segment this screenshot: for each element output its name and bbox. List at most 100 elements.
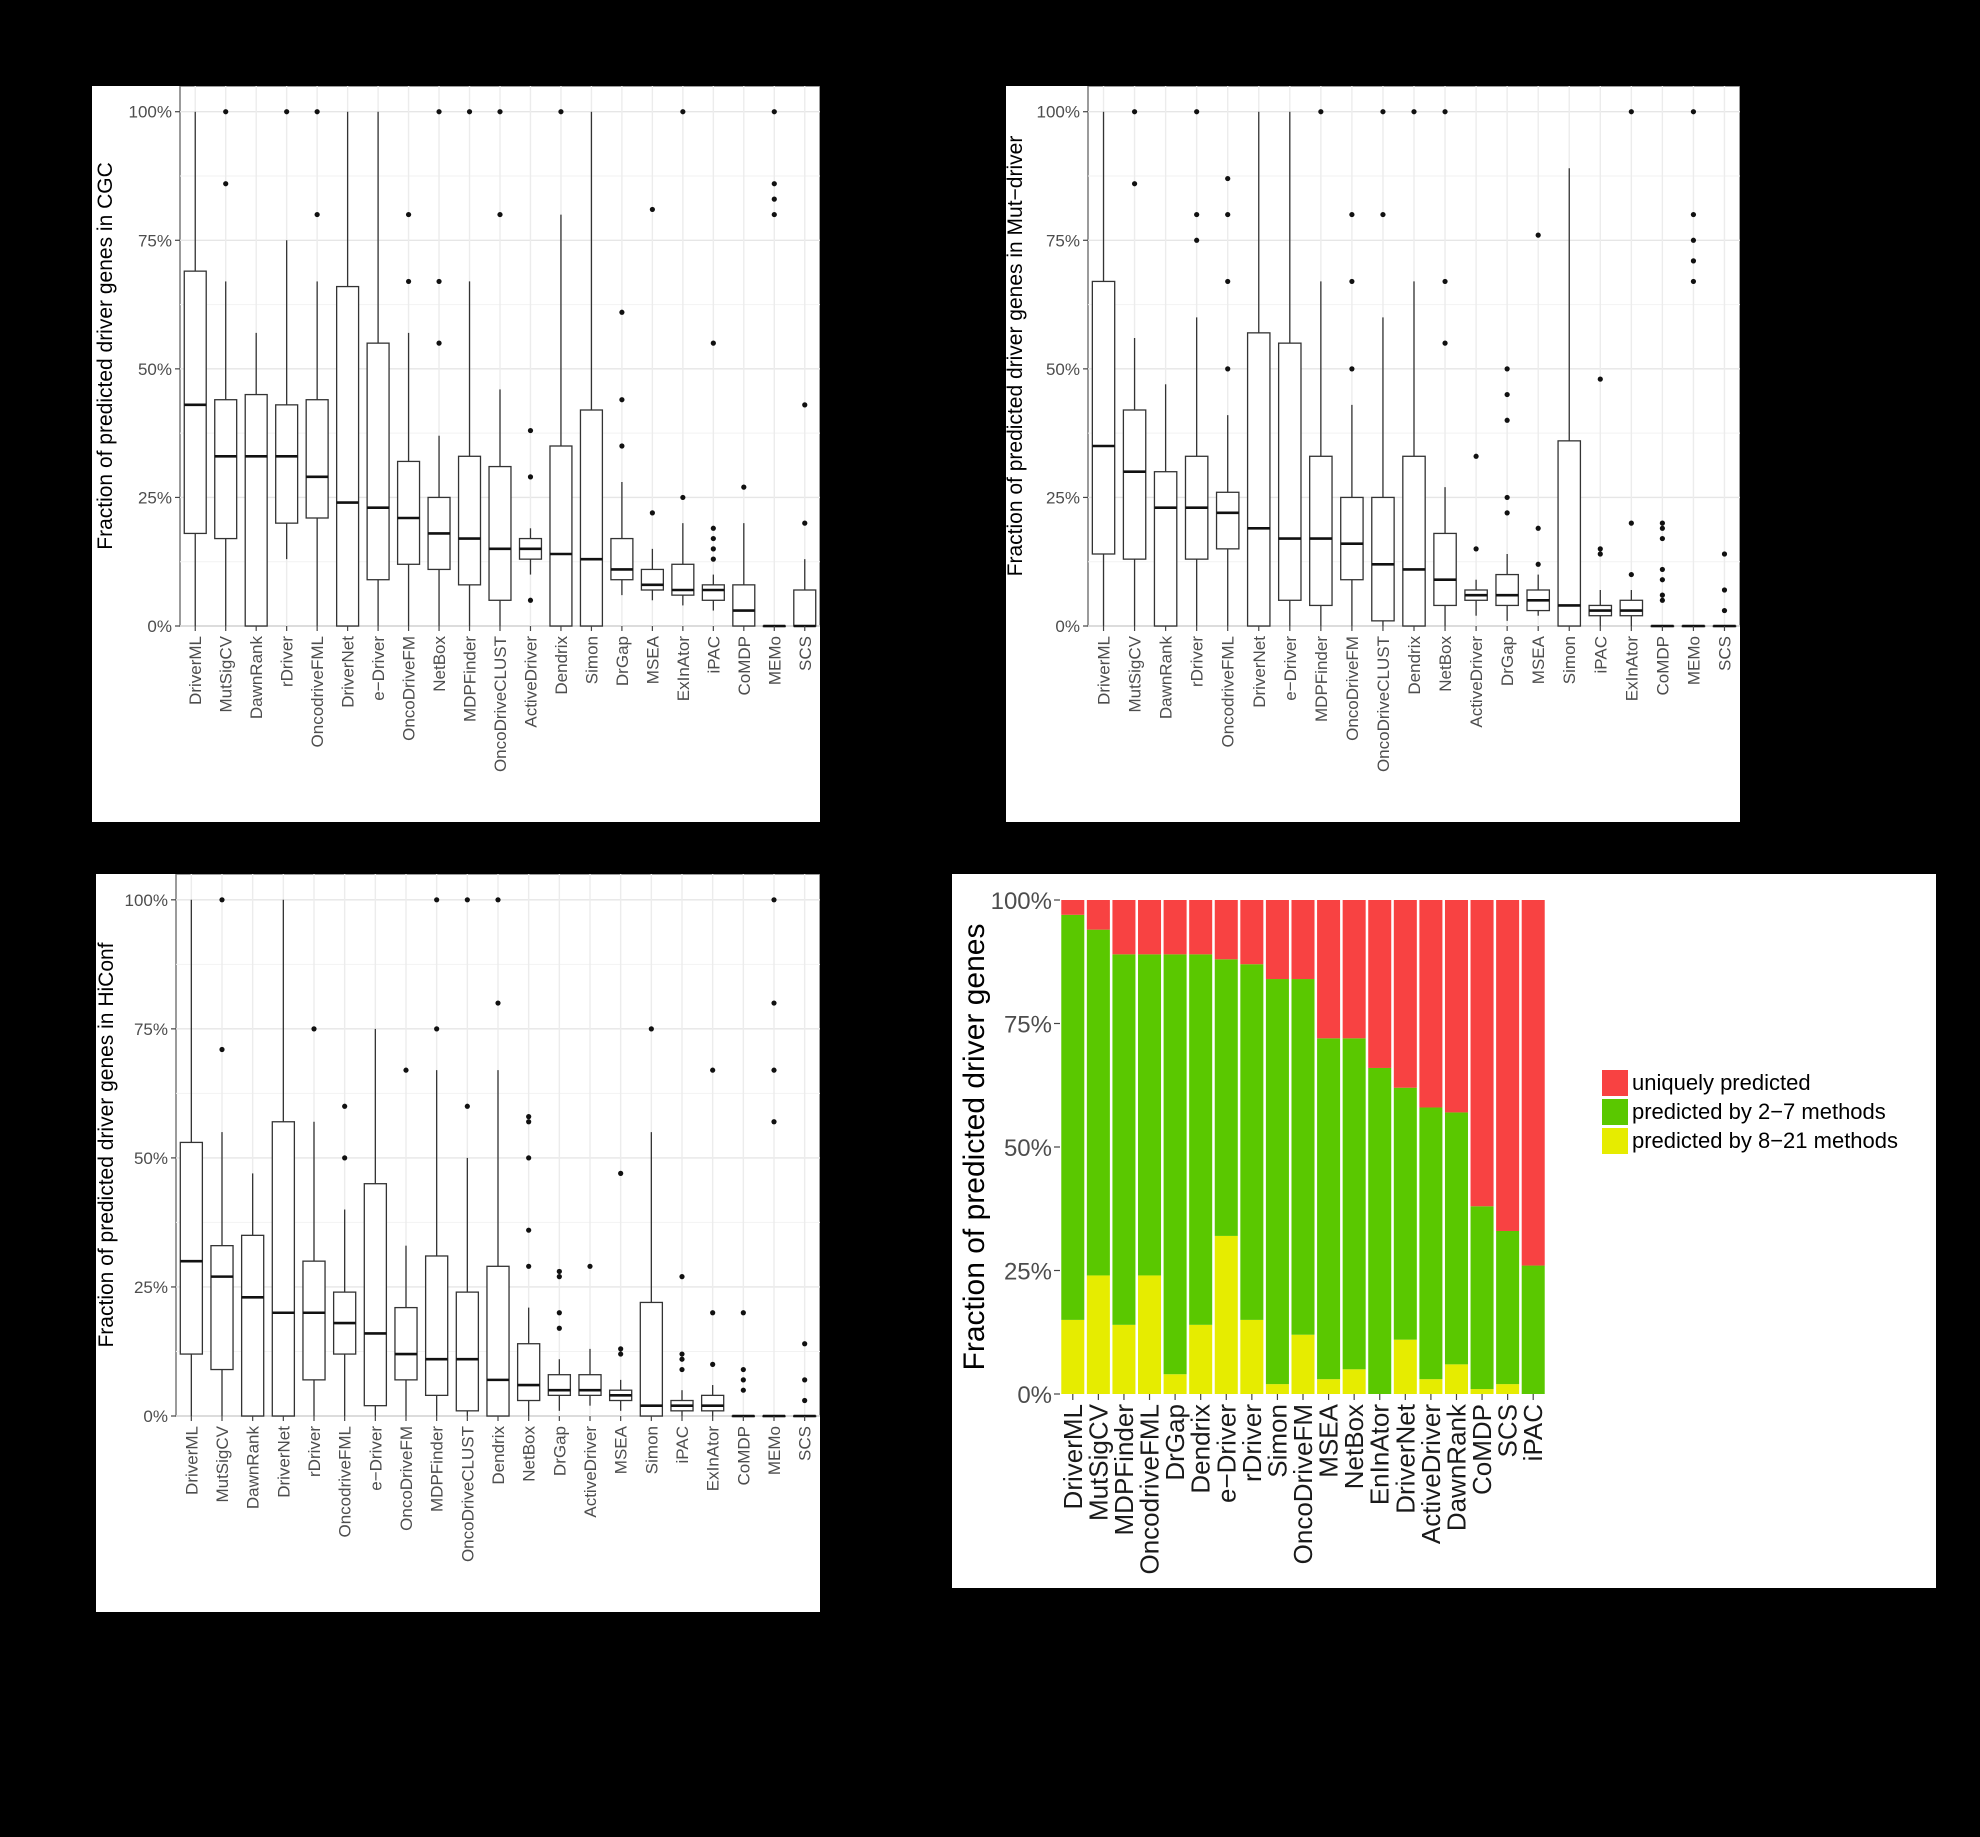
x-tick-label: SCS [796, 636, 815, 671]
x-tick-label: DrGap [1498, 636, 1517, 686]
box-OncodriveFML [1215, 175, 1240, 626]
x-tick-label: OncoDriveFM [1343, 636, 1362, 741]
y-tick-label: 25% [138, 488, 172, 507]
x-tick-label: SCS [796, 1426, 815, 1461]
bar-segment-unique [1214, 900, 1238, 960]
x-tick-label: OncodriveFML [336, 1426, 355, 1537]
outlier-point [740, 1366, 746, 1373]
outlier-point [710, 546, 716, 552]
outlier-point [556, 1310, 562, 1316]
box [639, 1301, 664, 1417]
outlier-point [1194, 109, 1200, 115]
x-tick-label: OncoDriveFM [1288, 1404, 1318, 1564]
outlier-point [1659, 535, 1665, 542]
x-tick-label: DriverML [1095, 636, 1114, 705]
outlier-point [619, 309, 625, 315]
outlier-point [405, 278, 412, 285]
x-tick-label: Dendrix [1405, 636, 1424, 695]
outlier-point [436, 109, 442, 115]
box [240, 1234, 265, 1417]
box-CoMDP [732, 484, 756, 627]
box [700, 1394, 725, 1412]
box-e−Driver [366, 111, 390, 626]
outlier-point [710, 556, 716, 562]
outlier-point [771, 196, 777, 202]
bar-segment-mid [1163, 954, 1187, 1375]
y-tick-label: 0% [1055, 617, 1080, 636]
box [1340, 496, 1364, 581]
box [671, 563, 695, 596]
x-tick-label: Dendrix [1186, 1404, 1216, 1494]
y-axis-title: Fraction of predicted driver genes [958, 924, 991, 1371]
outlier-point [1628, 520, 1634, 526]
outlier-point [802, 402, 808, 408]
bar-segment-mid [1214, 959, 1238, 1236]
outlier-point [710, 1361, 716, 1367]
outlier-point [771, 109, 777, 115]
box-e−Driver [1277, 111, 1302, 626]
x-tick-label: MSEA [1314, 1403, 1344, 1477]
outlier-point [1349, 278, 1355, 285]
outlier-point [223, 109, 229, 115]
outlier-point [1628, 109, 1634, 115]
box-DrGap [1495, 366, 1519, 621]
outlier-point [710, 535, 716, 542]
outlier-point [1194, 211, 1200, 218]
box [183, 270, 207, 535]
y-tick-label: 0% [147, 617, 172, 636]
bar-segment-unique [1521, 900, 1545, 1266]
outlier-point [219, 897, 225, 903]
outlier-point [1690, 278, 1697, 285]
outlier-point [1473, 453, 1479, 459]
outlier-point [526, 1119, 532, 1125]
box-NetBox [516, 1114, 541, 1416]
y-tick-label: 50% [1046, 360, 1080, 379]
x-tick-label: MEMo [765, 636, 784, 685]
box [701, 584, 725, 601]
box [1309, 455, 1333, 607]
box-MDPFinder [457, 109, 482, 626]
bar-segment-mid [1470, 1206, 1494, 1390]
panel-a: 0% 25% 50% 75% 100% DriverML MutSigCV DawnRank r… [92, 86, 820, 822]
box-MDPFinder [424, 897, 449, 1416]
box-iPAC [701, 340, 725, 611]
outlier-point [527, 474, 534, 480]
outlier-point [710, 525, 716, 531]
outlier-point [1380, 211, 1386, 218]
x-tick-label: NetBox [430, 636, 449, 692]
box-rDriver [275, 109, 299, 560]
y-tick-label: 75% [1004, 1012, 1052, 1039]
x-tick-label: ExInAtor [704, 1426, 723, 1492]
outlier-point [802, 1341, 808, 1347]
outlier-point [556, 1325, 562, 1331]
box-OncodriveFML [332, 1103, 357, 1416]
bar-segment-high [1240, 1319, 1264, 1394]
outlier-point [1194, 237, 1200, 243]
bar-segment-mid [1138, 954, 1162, 1276]
outlier-point [618, 1351, 624, 1357]
outlier-point [1504, 366, 1510, 372]
bar-segment-mid [1342, 1038, 1366, 1370]
x-tick-label: Simon [582, 636, 601, 684]
x-tick-label: OncodriveFML [1219, 636, 1238, 747]
outlier-point [1131, 181, 1138, 187]
box [640, 568, 665, 591]
y-tick-label: 100% [129, 103, 172, 122]
box [1153, 471, 1178, 627]
outlier-point [526, 1263, 532, 1269]
x-tick-label: EnInAtor [1365, 1404, 1395, 1506]
outlier-point [1535, 561, 1541, 567]
x-tick-label: OncodriveFML [308, 636, 327, 747]
bar-segment-high [1163, 1374, 1187, 1394]
box-MutSigCV [210, 897, 234, 1416]
box [610, 537, 634, 581]
x-tick-label: MEMo [765, 1426, 784, 1475]
box-OncoDriveCLUST [455, 897, 480, 1416]
x-tick-label: DrGap [613, 636, 632, 686]
x-tick-label: CoMDP [1467, 1404, 1497, 1495]
x-tick-label: MutSigCV [1126, 635, 1145, 712]
y-tick-label: 75% [1046, 231, 1080, 250]
bar-segment-high [1393, 1339, 1417, 1394]
x-tick-label: iPAC [704, 636, 723, 673]
outlier-point [527, 597, 534, 603]
